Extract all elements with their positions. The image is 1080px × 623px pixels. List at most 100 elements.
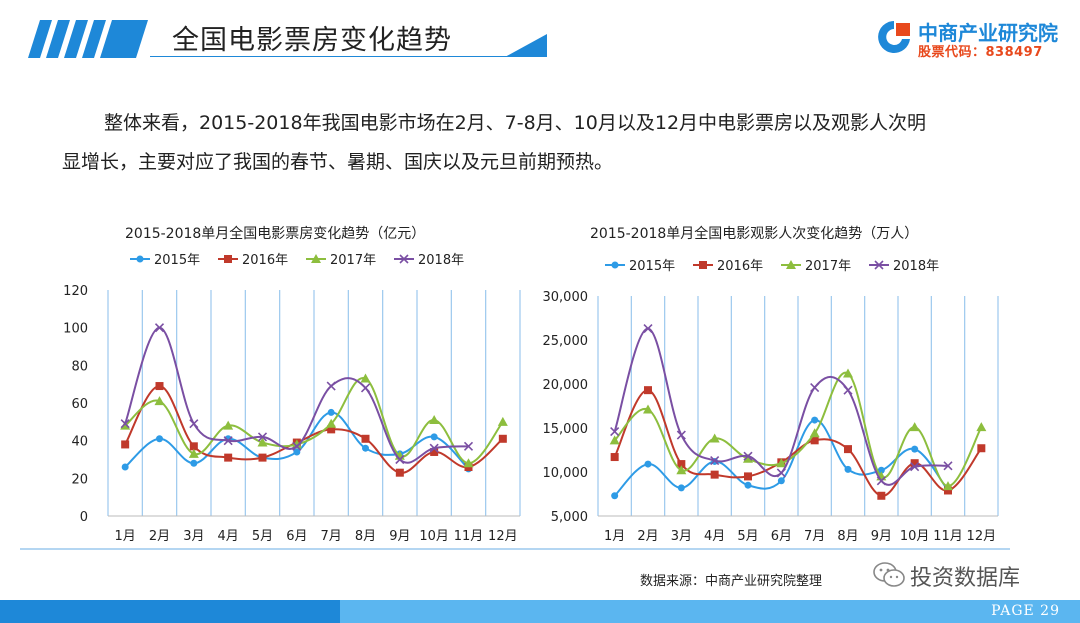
chart2-point-2018年-b: [743, 451, 753, 461]
wechat-icon: [873, 562, 905, 587]
wechat-badge: 投资数据库: [872, 558, 1052, 591]
chart1-point-2018年: [154, 323, 165, 333]
company-logo: 中商产业研究院 股票代码：838497: [876, 17, 1066, 63]
chart1-x-tick: 11月: [454, 529, 484, 544]
chart2-point-2015年: [611, 492, 619, 500]
logo-name: 中商产业研究院: [918, 21, 1058, 45]
summary-line-2: 显增长，主要对应了我国的春节、暑期、国庆以及元旦前期预热。: [62, 151, 614, 173]
chart2-point-2015年: [844, 465, 852, 473]
chart1-point-2015年: [430, 433, 438, 441]
chart2-point-2018年: [876, 476, 886, 486]
chart1-point-2015年: [362, 444, 369, 452]
chart2-x-tick: 11月: [933, 529, 963, 544]
chart1-legend-label-2015年: 2015年: [154, 253, 200, 268]
chart2-y-tick: 25,000: [543, 334, 589, 349]
chart2-point-2017年: [843, 368, 853, 378]
chart2-point-2018年: [776, 468, 786, 478]
page-title: 全国电影票房变化趋势: [172, 25, 452, 56]
chart1-point-2018年-b: [429, 443, 439, 453]
chart2-point-2015年: [677, 484, 685, 492]
chart1-x-tick: 10月: [419, 529, 449, 544]
chart2-point-2016年: [944, 486, 952, 495]
chart2-point-2018年-b: [643, 323, 653, 334]
chart1-point-2017年: [154, 396, 165, 406]
header-stripes: [28, 20, 148, 58]
chart1-point-2015年: [293, 448, 301, 456]
chart2-point-2017年: [743, 453, 753, 463]
chart2-point-2018年: [910, 462, 920, 472]
chart2-point-2016年: [877, 491, 886, 500]
chart1-point-2015年: [327, 408, 335, 416]
chart2-legend-label-2016年: 2016年: [717, 259, 763, 274]
header-underline: [150, 56, 520, 57]
chart2-x-tick: 12月: [967, 529, 997, 544]
chart1-legend-label-2016年: 2016年: [242, 253, 288, 268]
chart2-point-2018年: [676, 430, 686, 440]
chart1-point-2016年: [430, 447, 439, 456]
chart1-legend-marker-2015年: [136, 255, 144, 263]
chart2-point-2017年: [943, 481, 953, 491]
chart2-point-2017年: [809, 428, 820, 438]
chart2-x-tick: 4月: [704, 529, 725, 544]
chart1-point-2018年-b: [189, 419, 199, 429]
chart2-legend-label-2015年: 2015年: [629, 259, 675, 274]
chart1-y-tick: 20: [71, 472, 88, 487]
chart1-y-tick: 100: [63, 322, 88, 337]
chart2-point-2017年: [643, 404, 653, 414]
chart1-point-2016年: [155, 382, 164, 391]
chart1-point-2018年-b: [395, 454, 405, 465]
chart1-x-tick: 4月: [218, 529, 239, 544]
chart2-legend-marker-2017年: [786, 260, 796, 269]
chart2-legend-marker-2015年: [611, 261, 619, 269]
chart2-point-2018年-b: [910, 462, 920, 472]
chart1-point-2016年: [121, 440, 130, 449]
chart2-x-tick: 10月: [900, 529, 930, 544]
chart1-point-2015年: [156, 435, 163, 443]
chart2-y-tick: 15,000: [543, 422, 589, 437]
chart1-x-tick: 2月: [149, 529, 170, 544]
chart2-point-2015年: [877, 466, 885, 474]
chart1-point-2017年: [257, 437, 268, 447]
chart1-point-2018年-b: [223, 436, 233, 446]
chart2-point-2018年-b: [710, 455, 720, 466]
chart1-point-2018年-b: [292, 441, 302, 451]
chart1-y-tick: 40: [71, 435, 88, 450]
chart1-y-tick: 120: [63, 284, 88, 299]
chart2-point-2017年: [976, 422, 987, 432]
chart1-point-2018年-b: [154, 323, 165, 333]
chart1-x-tick: 8月: [355, 529, 376, 544]
chart2-point-2017年: [676, 465, 687, 475]
chart1-point-2018年: [429, 443, 439, 453]
chart2-point-2018年-b: [610, 426, 620, 437]
chart1-x-tick: 7月: [321, 529, 342, 544]
chart1-point-2017年: [291, 439, 302, 449]
chart1-point-2018年-b: [360, 383, 371, 393]
chart2-title: 2015-2018单月全国电影观影人次变化趋势（万人）: [590, 225, 918, 242]
chart1-x-tick: 1月: [115, 529, 136, 544]
chart2-x-tick: 2月: [637, 529, 658, 544]
chart2-point-2018年: [610, 426, 620, 437]
chart2-x-tick: 1月: [604, 529, 625, 544]
chart1-legend-marker-2017年: [311, 254, 321, 263]
chart1-point-2018年: [257, 432, 268, 442]
chart2-legend-label-2018年: 2018年: [893, 259, 939, 274]
chart2-point-2015年: [911, 445, 919, 453]
chart1-y-tick: 80: [71, 359, 88, 374]
chart2-y-tick: 20,000: [543, 378, 589, 393]
chart1-title: 2015-2018单月全国电影票房变化趋势（亿元）: [125, 225, 425, 242]
chart1-point-2015年: [121, 463, 129, 471]
chart1-point-2018年: [120, 419, 130, 429]
chart1-point-2018年: [292, 441, 302, 451]
chart2-y-tick: 30,000: [543, 290, 589, 305]
chart2-point-2018年: [643, 323, 653, 334]
chart2-point-2016年: [644, 386, 652, 395]
chart1-x-tick: 6月: [286, 529, 307, 544]
chart1-y-tick: 0: [80, 510, 88, 525]
chart1-point-2017年: [120, 420, 131, 430]
chart2-legend-marker-2016年: [699, 261, 707, 269]
chart1-point-2017年: [497, 416, 508, 426]
chart2-point-2018年-b: [810, 382, 820, 393]
chart2-point-2017年: [776, 458, 787, 468]
chart2-point-2018年-b: [843, 385, 853, 395]
